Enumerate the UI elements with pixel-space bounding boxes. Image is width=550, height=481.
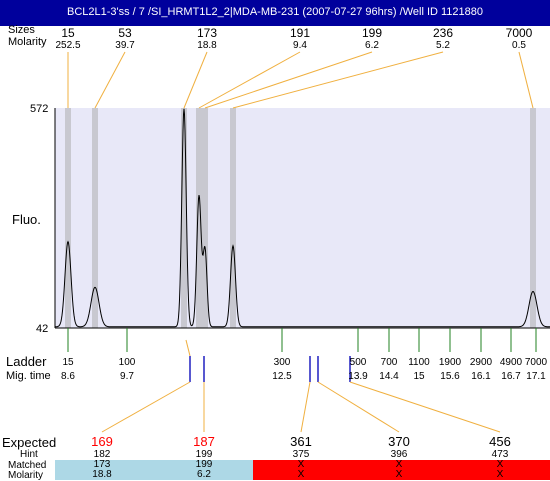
y-axis-min: 42 bbox=[36, 323, 49, 335]
peak-leader-line bbox=[183, 51, 208, 109]
matched-value: 199 bbox=[195, 459, 213, 470]
peak-size-label: 199 bbox=[361, 26, 383, 40]
peak-leader-line bbox=[198, 51, 301, 109]
ladder-size-label: 1100 bbox=[408, 357, 430, 368]
peak-band bbox=[196, 108, 202, 328]
molarity-label: Molarity bbox=[8, 470, 44, 481]
hint-label: Hint bbox=[20, 449, 38, 460]
peak-band bbox=[181, 108, 187, 328]
ladder-migtime-label: 15.6 bbox=[440, 371, 460, 382]
peak-size-label: 191 bbox=[289, 26, 311, 40]
migtime-label: Mig. time bbox=[6, 370, 51, 382]
hint-value: 396 bbox=[390, 449, 408, 460]
matched-value: 173 bbox=[93, 459, 111, 470]
matched-value: X bbox=[395, 459, 403, 470]
molarity-value: 18.8 bbox=[92, 469, 112, 480]
ladder-size-label: 100 bbox=[118, 357, 136, 368]
hint-value: 182 bbox=[93, 449, 111, 460]
ladder-migtime-label: 15 bbox=[413, 371, 425, 382]
matched-label: Matched bbox=[8, 460, 47, 471]
y-axis-max: 572 bbox=[30, 103, 49, 115]
expected-value: 456 bbox=[489, 434, 511, 449]
peak-leader-line bbox=[518, 51, 534, 109]
peak-size-label: 7000 bbox=[505, 26, 533, 40]
hint-value: 473 bbox=[491, 449, 509, 460]
peak-size-label: 15 bbox=[61, 26, 75, 40]
peak-band bbox=[65, 108, 71, 328]
peak-leader-line bbox=[232, 51, 444, 109]
expected-value: 370 bbox=[388, 434, 410, 449]
ladder-size-label: 4900 bbox=[499, 357, 523, 368]
expected-leader-line bbox=[317, 381, 400, 433]
expected-label: Expected bbox=[2, 435, 57, 450]
expected-leader-line bbox=[349, 381, 501, 433]
ladder-migtime-label: 16.1 bbox=[471, 371, 491, 382]
expected-value: 187 bbox=[193, 434, 215, 449]
ladder-size-label: 700 bbox=[380, 357, 398, 368]
peak-molarity-label: 5.2 bbox=[436, 40, 450, 51]
peak-band bbox=[230, 108, 236, 328]
peak-molarity-label: 6.2 bbox=[365, 40, 379, 51]
expected-leader-line bbox=[300, 381, 311, 433]
ladder-size-label: 1900 bbox=[438, 357, 462, 368]
peak-molarity-label: 39.7 bbox=[115, 40, 135, 51]
ladder-size-label: 7000 bbox=[524, 357, 548, 368]
matched-value: X bbox=[496, 459, 504, 470]
expected-value: 361 bbox=[290, 434, 312, 449]
marker-connector bbox=[185, 339, 191, 357]
peak-band bbox=[530, 108, 536, 328]
matched-row-bg bbox=[55, 460, 253, 480]
ladder-migtime-label: 13.9 bbox=[348, 371, 368, 382]
expected-leader-line bbox=[101, 381, 191, 433]
peak-band bbox=[202, 108, 208, 328]
ladder-size-label: 15 bbox=[62, 357, 74, 368]
peak-leader-line bbox=[204, 51, 373, 109]
unmatched-row-bg bbox=[253, 460, 550, 480]
expected-value: 169 bbox=[91, 434, 113, 449]
peak-band bbox=[92, 108, 98, 328]
ladder-migtime-label: 8.6 bbox=[61, 371, 75, 382]
molarity-value: X bbox=[395, 469, 403, 480]
y-axis-label: Fluo. bbox=[12, 212, 41, 227]
molarity-value: X bbox=[496, 469, 504, 480]
matched-value: X bbox=[297, 459, 305, 470]
peak-molarity-label: 252.5 bbox=[55, 40, 81, 51]
ladder-migtime-label: 14.4 bbox=[379, 371, 399, 382]
plot-area bbox=[55, 108, 550, 328]
hint-value: 199 bbox=[195, 449, 213, 460]
title-bar: BCL2L1-3'ss / 7 /SI_HRMT1L2_2|MDA-MB-231… bbox=[0, 0, 550, 26]
ladder-migtime-label: 9.7 bbox=[120, 371, 134, 382]
chart-title: BCL2L1-3'ss / 7 /SI_HRMT1L2_2|MDA-MB-231… bbox=[66, 6, 484, 18]
molarity-header-label: Molarity bbox=[8, 36, 47, 48]
ladder-label: Ladder bbox=[6, 354, 47, 369]
peak-size-label: 236 bbox=[432, 26, 454, 40]
hint-value: 375 bbox=[292, 449, 310, 460]
molarity-value: X bbox=[297, 469, 305, 480]
peak-molarity-label: 9.4 bbox=[293, 40, 307, 51]
peak-size-label: 53 bbox=[118, 26, 132, 40]
peak-molarity-label: 18.8 bbox=[197, 40, 217, 51]
ladder-migtime-label: 12.5 bbox=[272, 371, 292, 382]
ladder-size-label: 500 bbox=[349, 357, 367, 368]
trace-line bbox=[55, 108, 550, 328]
ladder-migtime-label: 16.7 bbox=[501, 371, 521, 382]
peak-leader-line bbox=[94, 51, 126, 109]
peak-molarity-label: 0.5 bbox=[512, 40, 526, 51]
molarity-value: 6.2 bbox=[197, 469, 211, 480]
ladder-size-label: 300 bbox=[273, 357, 291, 368]
ladder-migtime-label: 17.1 bbox=[526, 371, 546, 382]
peak-size-label: 173 bbox=[196, 26, 218, 40]
sizes-label: Sizes bbox=[8, 24, 35, 36]
ladder-size-label: 2900 bbox=[469, 357, 493, 368]
